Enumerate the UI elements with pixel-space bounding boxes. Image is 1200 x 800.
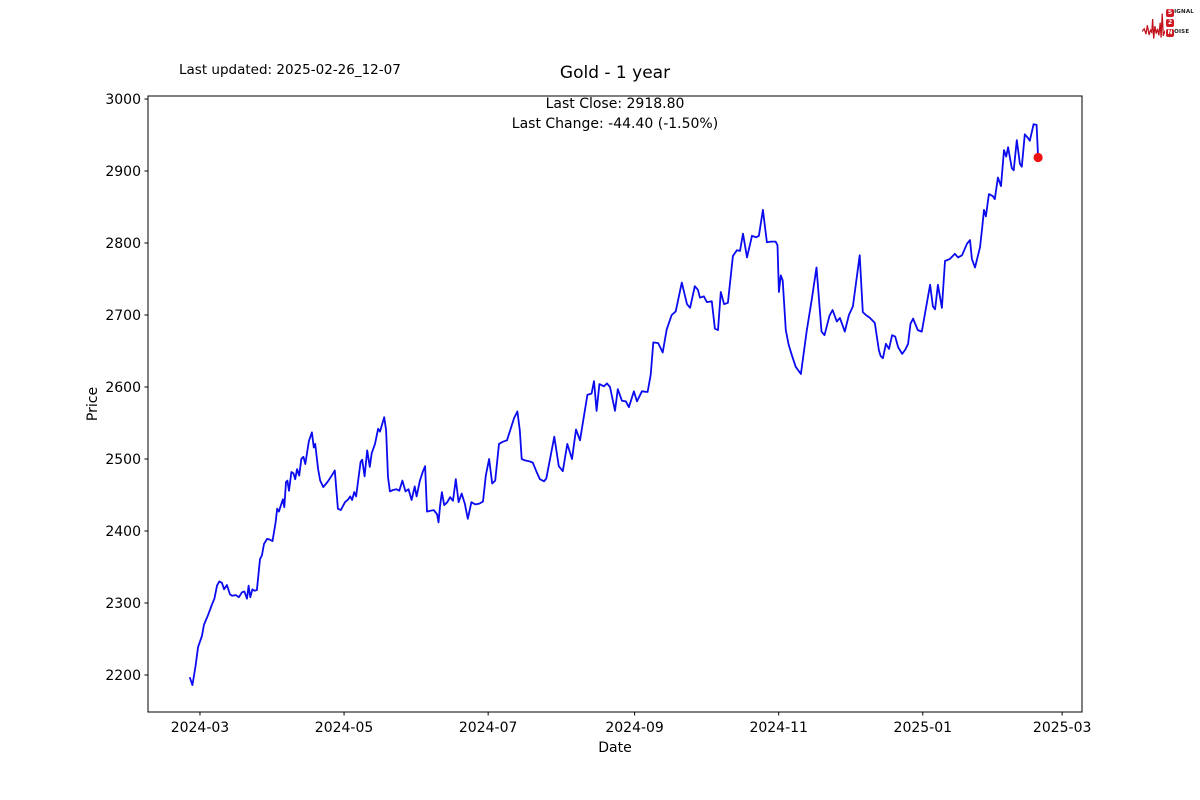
y-tick-label: 2800: [105, 236, 141, 252]
x-axis-ticks: 2024-03 2024-05 2024-07 2024-09 2024-11 2025-…: [171, 712, 1092, 736]
y-tick-label: 2600: [105, 380, 141, 396]
x-tick-label: 2025-01: [894, 720, 953, 736]
signal2noise-logo: S IGNAL 2 N OISE: [1142, 6, 1194, 44]
plot-border: [147, 95, 1083, 713]
x-tick-label: 2024-05: [315, 720, 374, 736]
y-tick-label: 3000: [105, 92, 141, 108]
gold-price-line: [189, 123, 1039, 686]
x-tick-label: 2024-07: [459, 720, 518, 736]
x-tick-label: 2025-03: [1033, 720, 1092, 736]
logo-letterbox-2: 2: [1166, 18, 1175, 27]
logo-letterbox-n: N: [1166, 28, 1175, 37]
last-close-annotation: Last Close: 2918.80: [545, 96, 685, 112]
y-tick-label: 2700: [105, 308, 141, 324]
y-tick-label: 2300: [105, 596, 141, 612]
y-tick-label: 2500: [105, 452, 141, 468]
x-tick-label: 2024-09: [605, 720, 664, 736]
y-tick-label: 2900: [105, 164, 141, 180]
x-axis-label: Date: [598, 740, 631, 756]
last-close-dot: [1033, 152, 1043, 163]
logo-row-signal: S IGNAL: [1166, 8, 1194, 17]
logo-wordmark: S IGNAL 2 N OISE: [1166, 8, 1194, 44]
x-tick-label: 2024-11: [749, 720, 808, 736]
last-updated-text: Last updated: 2025-02-26_12-07: [179, 62, 401, 78]
heartbeat-waveform-icon: [1142, 13, 1166, 39]
x-tick-label: 2024-03: [171, 720, 230, 736]
y-axis-label: Price: [85, 387, 101, 421]
logo-row-2: 2: [1166, 18, 1194, 27]
y-tick-label: 2400: [105, 524, 141, 540]
logo-letterbox-s: S: [1166, 8, 1175, 17]
logo-text-oise: OISE: [1174, 28, 1190, 35]
logo-text-ignal: IGNAL: [1174, 8, 1194, 15]
y-tick-label: 2200: [105, 668, 141, 684]
chart-title: Gold - 1 year: [559, 63, 671, 83]
logo-row-noise: N OISE: [1166, 28, 1194, 37]
last-change-annotation: Last Change: -44.40 (-1.50%): [511, 116, 719, 132]
y-axis-ticks: 2200 2300 2400 2500 2600 2700 2800 2900 3000: [105, 92, 148, 684]
